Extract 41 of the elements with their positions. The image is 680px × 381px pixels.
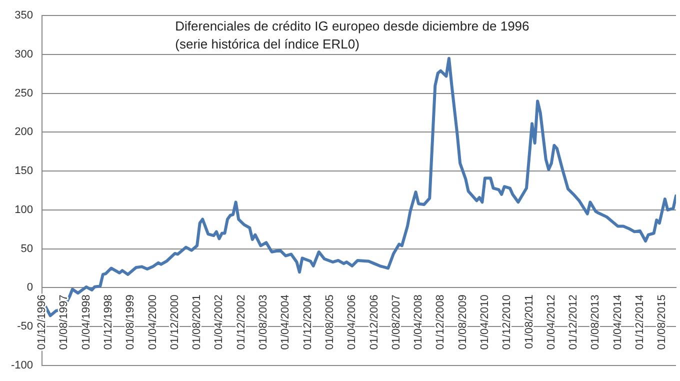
x-tick-label: 01/04/2004 bbox=[280, 294, 292, 350]
x-tick-label: 01/08/2013 bbox=[590, 294, 602, 350]
x-tick-label: 01/12/2006 bbox=[368, 294, 380, 350]
x-tick-label: 01/04/2002 bbox=[213, 294, 226, 350]
x-tick-label: 01/04/2010 bbox=[479, 294, 492, 350]
x-tick-label: 01/08/1999 bbox=[124, 294, 137, 350]
x-tick-label: 01/12/1996 bbox=[36, 294, 48, 350]
x-tick-label: 01/08/1997 bbox=[58, 294, 70, 350]
x-tick-label: 01/08/2007 bbox=[390, 294, 402, 350]
x-tick-label: 01/08/2005 bbox=[324, 294, 336, 350]
x-tick-label: 01/12/2010 bbox=[501, 294, 514, 350]
x-tick-label: 01/04/1998 bbox=[80, 294, 92, 350]
x-tick-label: 01/08/2011 bbox=[523, 294, 536, 349]
x-tick-label: 01/12/2014 bbox=[634, 294, 646, 350]
x-tick-label: 01/04/2012 bbox=[545, 294, 558, 350]
y-tick-label: 300 bbox=[14, 48, 34, 60]
y-tick-label: -50 bbox=[17, 320, 34, 333]
y-tick-label: -100 bbox=[10, 359, 34, 372]
x-tick-label: 01/08/2015 bbox=[656, 294, 668, 350]
y-tick-label: 0 bbox=[26, 282, 34, 294]
x-tick-label: 01/08/2001 bbox=[191, 294, 204, 350]
x-tick-label: 01/12/2004 bbox=[302, 294, 314, 350]
x-tick-label: 01/12/1998 bbox=[102, 294, 114, 350]
x-tick-label: 01/04/2014 bbox=[612, 294, 624, 350]
x-tick-label: 01/04/2008 bbox=[412, 294, 425, 350]
y-tick-label: 250 bbox=[14, 87, 34, 100]
x-tick-label: 01/04/2006 bbox=[346, 294, 358, 350]
x-tick-label: 01/12/2012 bbox=[568, 294, 580, 350]
x-tick-label: 01/04/2000 bbox=[146, 294, 159, 350]
x-tick-label: 01/12/2000 bbox=[168, 294, 181, 350]
x-tick-label: 01/12/2002 bbox=[235, 294, 248, 350]
text: (serie histórica del índice ERL0) bbox=[175, 36, 360, 52]
x-tick-label: 01/12/2008 bbox=[434, 294, 447, 350]
y-tick-label: 50 bbox=[20, 242, 34, 255]
chart-title: Diferenciales de crédito IG europeo desde diciembre de 1996 bbox=[175, 18, 530, 34]
y-tick-label: 200 bbox=[14, 126, 34, 138]
y-tick-label: 100 bbox=[14, 204, 34, 216]
x-tick-label: 01/08/2009 bbox=[456, 294, 469, 350]
y-tick-label: 350 bbox=[14, 10, 34, 22]
y-tick-label: 150 bbox=[14, 165, 34, 178]
x-tick-label: 01/08/2003 bbox=[258, 294, 270, 350]
